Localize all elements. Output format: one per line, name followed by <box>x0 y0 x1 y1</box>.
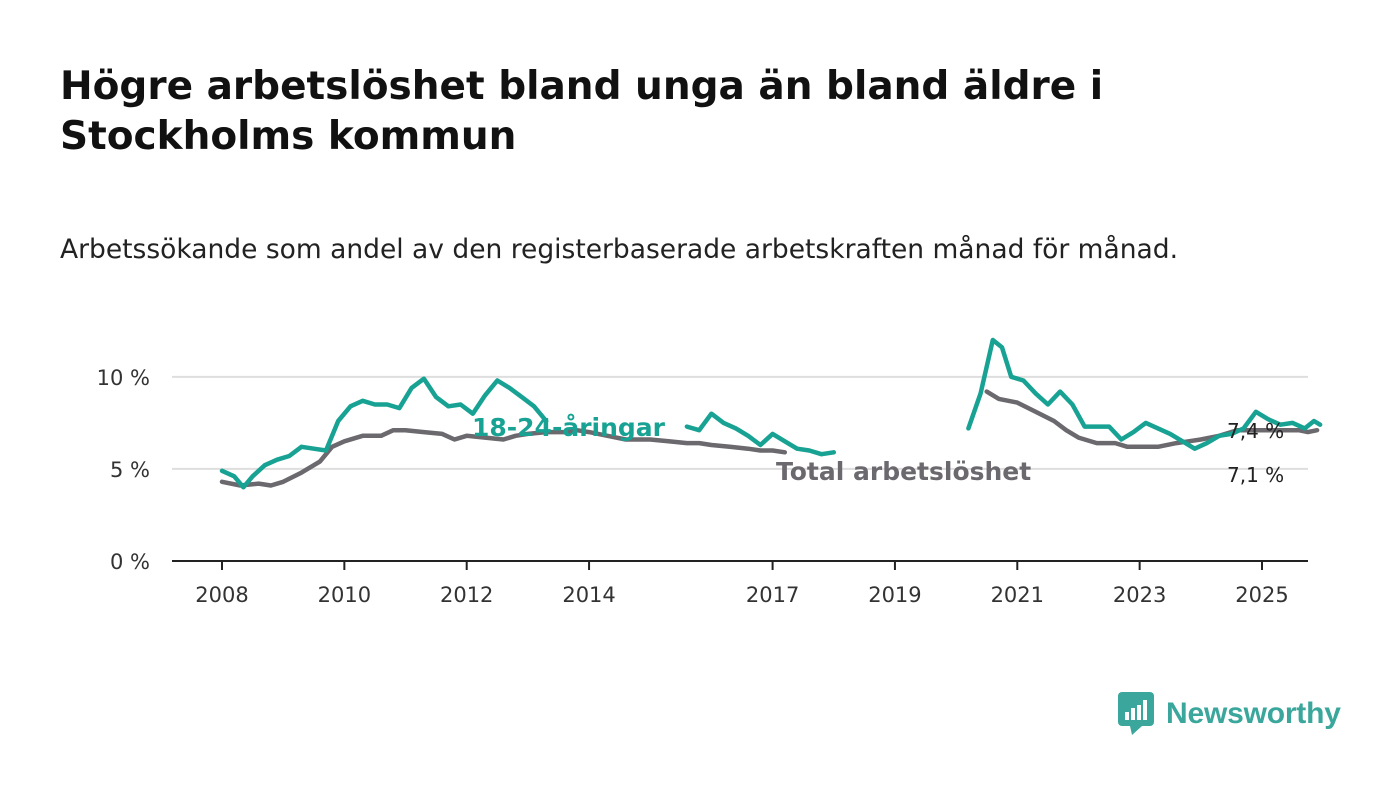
newsworthy-icon <box>1118 692 1154 735</box>
y-tick-label: 10 % <box>97 366 150 390</box>
series-lines <box>219 337 1323 490</box>
newsworthy-logo: Newsworthy <box>1118 690 1341 738</box>
series-line-youth <box>966 337 1323 451</box>
grid-lines <box>172 375 1308 470</box>
series-label-youth: 18-24-åringar <box>472 413 666 442</box>
x-tick-label: 2010 <box>318 583 371 607</box>
x-axis-ticks: 2008 2010 2012 2014 2017 2019 2021 2023 2025 <box>195 561 1289 607</box>
y-tick-label: 5 % <box>110 458 150 482</box>
series-labels: 18-24-åringar Total arbetslöshet 7,4 % 7,1 … <box>472 413 1284 487</box>
chart-subtitle: Arbetssökande som andel av den registerb… <box>60 234 1179 265</box>
x-tick-label: 2023 <box>1113 583 1166 607</box>
x-tick-label: 2025 <box>1235 583 1288 607</box>
brand-name: Newsworthy <box>1166 697 1341 730</box>
x-tick-label: 2012 <box>440 583 493 607</box>
y-axis-ticks: 0 % 5 % 10 % <box>97 366 150 574</box>
y-tick-label: 0 % <box>110 550 150 574</box>
x-tick-label: 2021 <box>991 583 1044 607</box>
end-label-total: 7,1 % <box>1227 463 1284 487</box>
series-label-total: Total arbetslöshet <box>776 457 1031 486</box>
x-tick-label: 2008 <box>195 583 248 607</box>
series-line-total <box>219 427 788 488</box>
end-label-youth: 7,4 % <box>1227 419 1284 443</box>
x-tick-label: 2014 <box>562 583 615 607</box>
chart-title: Högre arbetslöshet bland unga än bland ä… <box>60 64 1104 159</box>
x-tick-label: 2019 <box>868 583 921 607</box>
series-line-youth <box>684 411 837 457</box>
series-line-total <box>984 389 1320 450</box>
series-line-youth <box>219 376 549 490</box>
x-tick-label: 2017 <box>746 583 799 607</box>
